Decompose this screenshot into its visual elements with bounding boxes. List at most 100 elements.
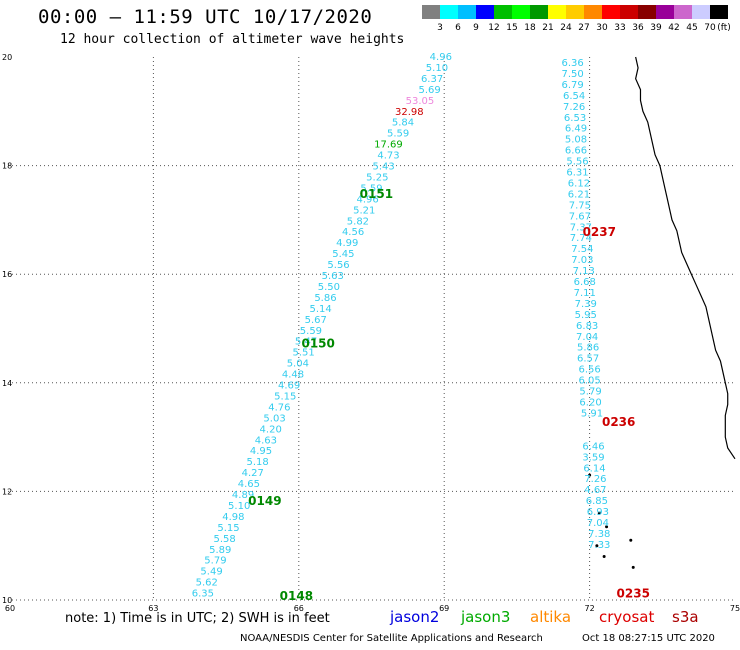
wave-height-value: 5.69: [419, 85, 441, 96]
wave-height-value: 6.85: [586, 496, 608, 507]
wave-height-value: 7.39: [575, 299, 597, 310]
wave-height-value: 6.54: [563, 91, 585, 102]
legend-label: (ft): [717, 23, 731, 33]
track-id-label: 0235: [617, 586, 650, 600]
footer-note: note: 1) Time is in UTC; 2) SWH is in fe…: [65, 611, 330, 626]
wave-height-value: 5.15: [274, 391, 296, 402]
legend-label: 36: [632, 23, 644, 33]
wave-height-value: 5.62: [196, 578, 218, 589]
island-speck: [631, 565, 635, 569]
wave-height-value: 5.04: [287, 359, 309, 370]
wave-height-labels: 4.965.106.375.6953.0532.985.845.5917.694…: [192, 52, 611, 600]
wave-height-value: 7.75: [569, 200, 591, 211]
legend-swatch: [476, 5, 494, 19]
wave-height-value: 6.56: [578, 365, 600, 376]
x-tick-label: 72: [585, 604, 595, 613]
wave-height-value: 4.73: [377, 151, 399, 162]
track-id-label: 0148: [280, 589, 313, 603]
axis-ticks: 60 63 66 69 72 75 10 12 14 16 18 20: [2, 53, 740, 613]
track-id-label: 0236: [602, 415, 635, 429]
wave-height-value: 5.82: [347, 216, 369, 227]
wave-height-value: 5.63: [322, 271, 344, 282]
island-speck: [597, 511, 601, 515]
satellite-jason2: jason2: [390, 608, 440, 626]
legend-label: 6: [455, 23, 461, 33]
wave-height-value: 5.43: [372, 162, 394, 173]
legend-label: 70: [704, 23, 716, 33]
y-tick-label: 16: [2, 270, 12, 279]
wave-height-value: 4.95: [250, 446, 272, 457]
island-speck: [588, 473, 592, 477]
wave-height-value: 4.56: [342, 227, 364, 238]
wave-height-value: 6.05: [578, 376, 600, 387]
wave-height-value: 5.10: [228, 501, 250, 512]
wave-height-value: 5.95: [575, 310, 597, 321]
wave-height-value: 4.76: [268, 402, 290, 413]
legend-label: 15: [506, 23, 518, 33]
credit-text: NOAA/NESDIS Center for Satellite Applica…: [240, 633, 543, 644]
wave-height-value: 6.57: [577, 354, 599, 365]
legend-swatch: [656, 5, 674, 19]
wave-height-value: 6.31: [566, 168, 588, 179]
wave-height-value: 6.93: [587, 507, 609, 518]
x-tick-label: 75: [730, 604, 740, 613]
legend-swatch: [584, 5, 602, 19]
track-id-label: 0149: [248, 494, 281, 508]
wave-height-value: 4.69: [278, 381, 300, 392]
x-tick-label: 63: [148, 604, 158, 613]
wave-height-value: 7.26: [563, 102, 585, 113]
wave-height-value: 5.25: [366, 172, 388, 183]
legend-swatch: [530, 5, 548, 19]
wave-height-value: 5.21: [353, 205, 375, 216]
wave-height-value: 5.89: [209, 545, 231, 556]
wave-height-value: 5.14: [309, 304, 331, 315]
wave-height-value: 5.67: [305, 315, 327, 326]
wave-height-value: 6.14: [583, 463, 605, 474]
legend-label: 12: [488, 23, 500, 33]
wave-height-value: 7.54: [571, 244, 593, 255]
wave-height-value: 4.67: [584, 485, 606, 496]
y-tick-label: 14: [2, 379, 12, 388]
legend-label: 45: [686, 23, 698, 33]
wave-height-value: 4.20: [260, 424, 282, 435]
y-tick-label: 20: [2, 53, 12, 62]
legend-label: 39: [650, 23, 662, 33]
wave-height-value: 5.59: [300, 326, 322, 337]
satellite-s3a: s3a: [672, 608, 699, 626]
coastline-path: [635, 56, 736, 460]
wave-height-value: 32.98: [395, 107, 424, 118]
wave-height-value: 7.26: [584, 474, 606, 485]
satellite-altika: altika: [530, 608, 572, 626]
wave-height-value: 5.59: [360, 183, 382, 194]
track-id-label: 0150: [301, 337, 334, 351]
wave-height-value: 4.48: [282, 370, 304, 381]
island-speck: [595, 544, 599, 548]
wave-height-value: 17.69: [374, 140, 403, 151]
track-id-label: 0151: [360, 187, 393, 201]
track-labels: 0148 0149 0150 0151 0237 0236 0235: [248, 187, 650, 603]
legend-swatch: [494, 5, 512, 19]
legend-label: 27: [578, 23, 590, 33]
wave-height-value: 5.79: [579, 387, 601, 398]
y-tick-label: 10: [2, 596, 12, 605]
wave-height-value: 6.46: [582, 441, 604, 452]
legend-swatch: [548, 5, 566, 19]
legend-label: 21: [542, 23, 554, 33]
wave-height-value: 6.21: [568, 189, 590, 200]
wave-height-value: 7.03: [571, 255, 593, 266]
legend-swatch: [512, 5, 530, 19]
satellite-jason3: jason3: [461, 608, 511, 626]
wave-height-value: 5.86: [314, 293, 336, 304]
legend-label: 9: [473, 23, 479, 33]
wave-height-value: 5.51: [293, 348, 315, 359]
wave-height-value: 5.49: [200, 567, 222, 578]
timestamp-text: Oct 18 08:27:15 UTC 2020: [582, 633, 715, 644]
legend-label: 33: [614, 23, 626, 33]
legend-label: 42: [668, 23, 680, 33]
wave-height-value: 7.33: [588, 540, 610, 551]
wave-height-value: 5.45: [332, 249, 354, 260]
wave-height-value: 6.49: [565, 124, 587, 135]
wave-height-value: 6.20: [579, 397, 601, 408]
legend-label: 30: [596, 23, 608, 33]
island-speck: [629, 538, 633, 542]
